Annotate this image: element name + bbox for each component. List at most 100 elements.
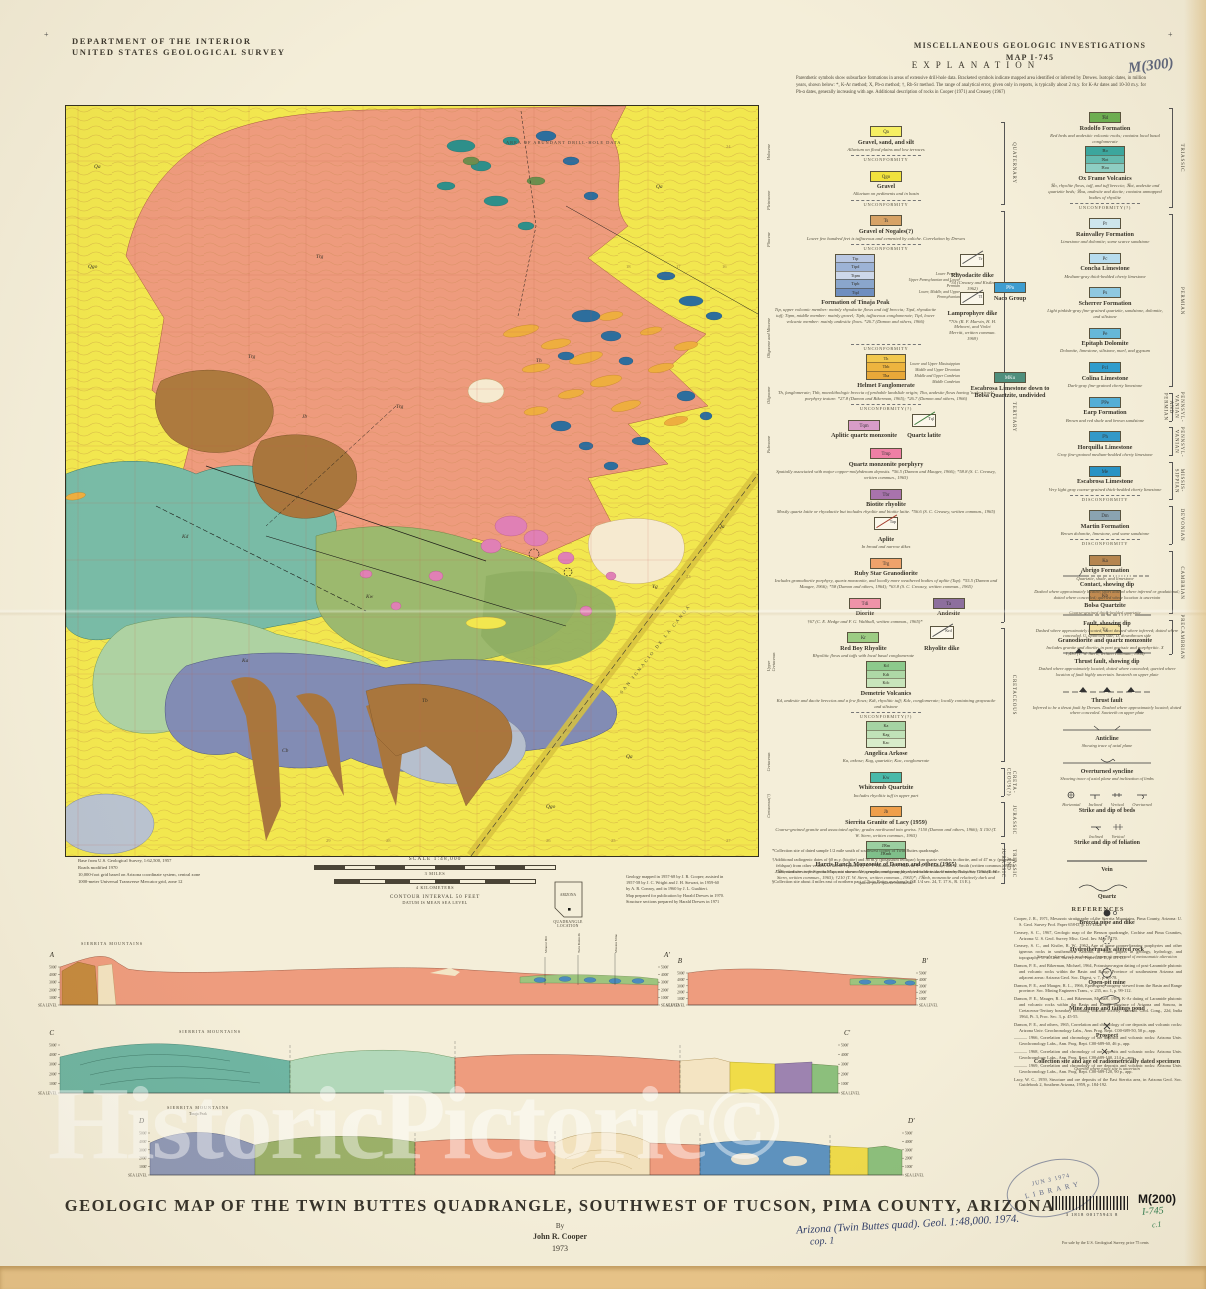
section-number: 27 [726, 838, 731, 843]
scale-bar-km [334, 879, 536, 884]
svg-text:2000': 2000' [49, 988, 57, 992]
legend-color-box: ℙh [1088, 431, 1121, 443]
legend-cell: Jℜm Jℜmb Harris Ranch Monzonite of Damon a… [774, 840, 998, 887]
svg-text:SEA LEVEL: SEA LEVEL [38, 1092, 57, 1096]
svg-text:Tinaja Peak: Tinaja Peak [189, 1112, 207, 1116]
symbol-description: Showing trace of axial plane [1081, 743, 1133, 749]
price-note: For sale by the U.S. Geological Survey, … [1062, 1240, 1149, 1245]
svg-text:1000': 1000' [49, 996, 57, 1000]
symbol-description: Showing trace of axial plane and inclina… [1060, 776, 1154, 782]
map-symbols-legend: Contact, showing dip Dashed where approxi… [1032, 568, 1182, 1078]
agency-line2: UNITED STATES GEOLOGICAL SURVEY [72, 47, 286, 58]
legend-cell: Tmp Quartz monzonite porphyry Spatially as… [774, 442, 998, 480]
map-symbol-entry: Mine dump and tailings pond [1032, 992, 1182, 1013]
legend-cell: Tr Rhyodacite dike *34 (Creasey and Kistle… [947, 250, 998, 342]
legend-unit: Jℜm Jℜmb Harris Ranch Monzonite of Damon a… [774, 840, 998, 887]
publication-year: 1973 [552, 1244, 568, 1253]
unit-description: Ttp, upper volcanic member: mainly rhyod… [774, 307, 937, 324]
unconformity-label: UNCONFORMITY(?) [774, 404, 998, 411]
unconformity-label: UNCONFORMITY [774, 244, 998, 251]
legend-cell: Trg Ruby Star Granodiorite Includes granod… [774, 552, 998, 590]
geology-credit-line: Structure sections prepared by Harald Dr… [626, 898, 720, 904]
cream-patch-2 [467, 378, 505, 404]
map-symbol-entry: Prospect [1032, 1019, 1182, 1040]
variant-caption: Vertical [1110, 801, 1124, 807]
symbol-name: Prospect [1095, 1032, 1119, 1039]
legend-color-box: Kw [870, 771, 902, 783]
subsurface-era-labels: Lower and Upper Mississippian Middle and … [898, 362, 960, 385]
unit-name: Ruby Star Granodiorite [854, 570, 918, 578]
symbol-name: Strike and dip of beds [1078, 807, 1136, 814]
legend-era-group: PENNSYL-VANIAN ℙh Horquilla Limestone Gray … [1044, 425, 1184, 458]
legend-cell: Kr Red Boy Rhyolite Rhyolitic flows and tu… [813, 626, 914, 659]
svg-text:SEA LEVEL: SEA LEVEL [128, 1174, 147, 1178]
legend-stack-strip: ℜot [1086, 154, 1124, 164]
variant-caption: Vertical [1111, 834, 1125, 840]
legend-color-box: Qa [869, 126, 902, 137]
section-a [59, 953, 659, 1006]
legend-stack-strip: Thb [867, 362, 905, 371]
legend-cell: ℜo ℜot ℜoa Ox Frame Volcanics ℜo, rhyolite f… [1044, 146, 1166, 200]
agency-header: DEPARTMENT OF THE INTERIOR UNITED STATES… [72, 36, 286, 59]
svg-text:A': A' [663, 951, 670, 959]
m200-code: M(200) [1138, 1192, 1177, 1206]
reference-entry: Damon, P. E., and Bikerman, Michael, 196… [1014, 963, 1182, 980]
svg-text:3000': 3000' [49, 981, 57, 985]
map-symbol-entry: Thrust fault, showing dip Dashed where ap… [1032, 645, 1182, 678]
map-unit-label: Qa [718, 524, 725, 530]
anticline-symbol-icon [1063, 725, 1151, 731]
open-pit-symbols [528, 548, 573, 577]
brown-finger-2 [296, 693, 344, 796]
unit-name: Diorite [807, 611, 922, 618]
legend-color-box: Jb [870, 806, 902, 818]
legend-unit: Jb Sierrita Granite of Lacy (1959) Coarse-… [774, 800, 998, 838]
era-bracket [1001, 122, 1005, 205]
section-hairline-label: Mission Mine [614, 934, 618, 953]
legend-stack-strip: Kd [867, 662, 905, 670]
era-bracket [1169, 620, 1173, 655]
unit-name: Naco Group [993, 294, 1027, 302]
symbol-name: Anticline [1095, 736, 1119, 743]
svg-text:SEA LEVEL: SEA LEVEL [905, 1174, 924, 1178]
strike-o-symbol-icon [1137, 794, 1148, 800]
era-label: TERTIARY [1011, 401, 1016, 433]
unit-description: Lower few hundred feet is tuffaceous and… [806, 235, 966, 241]
legend-color-box: Ts [869, 215, 902, 227]
svg-text:SIERRITA MOUNTAINS: SIERRITA MOUNTAINS [167, 1105, 229, 1110]
era-bracket [1169, 108, 1173, 208]
svg-text:3000': 3000' [677, 984, 685, 988]
svg-text:SEA LEVEL: SEA LEVEL [661, 1004, 680, 1008]
svg-text:3000': 3000' [919, 984, 927, 988]
legend-unit: Paleocene Tqm Aplitic quartz monzonite Tql Q… [766, 411, 998, 453]
register-mark: + [44, 30, 49, 39]
symbol-name: Contact, showing dip [1079, 582, 1135, 588]
fault-symbol-icon [1063, 610, 1151, 615]
era-label: CRETACEOUS [1011, 674, 1016, 716]
explanation-intro: Parenthetic symbols show subsurface form… [796, 76, 1146, 95]
legend-era-group: TERTIARY Pliocene Ts Gravel of Nogales(?) Lo… [766, 209, 1016, 624]
arizona-outline-icon: ARIZONA [554, 881, 583, 918]
legend-unit: Upper Cretaceous Kr Red Boy Rhyolite Rhyoli… [766, 623, 998, 671]
unit-description: Mostly quartz latite or rhyodacite but i… [776, 509, 996, 515]
legend-unit: Tmp Quartz monzonite porphyry Spatially as… [774, 442, 998, 480]
legend-cell: Pr Rainvalley Formation Limestone and dolo… [1061, 212, 1149, 245]
era-bracket [1169, 550, 1173, 615]
legend-era-group: CRETACEOUS Upper Cretaceous Kr Red Boy Rhyo… [766, 623, 1016, 771]
era-bracket [1001, 802, 1005, 837]
unit-name: Aplitic quartz monzonite [831, 432, 898, 440]
handwritten-catalog-note2: cop. 1 [809, 1235, 835, 1248]
map-symbol-entry: Thrust fault Inferred to be a thrust faul… [1032, 684, 1182, 717]
legend-color-box: Ta [932, 597, 965, 609]
legend-stack-strip: Ttpd [836, 262, 875, 271]
legend-cell: Me Escabrosa Limestone Very light gray coa… [1049, 460, 1161, 493]
legend-color-box: Pe [1089, 327, 1121, 339]
brown-paleozoic-1 [155, 369, 274, 453]
legend-unit: Cretaceous Ka Kag Kac Angelica Arkose Ka, ark… [766, 721, 998, 771]
legend-era-group: CAMBRIAN Ka Abrigo Formation Quartzite, sha… [1044, 549, 1184, 616]
legend-stack-strip: Ttp [836, 254, 875, 263]
legend-stack-strip: Ttpl [836, 287, 875, 297]
unit-description: Ka, arkose; Kag, quartzite; Kac, conglom… [842, 758, 930, 764]
structure-sections: A A' SIERRITA MOUNTAINS 5000' 5000' 4000' 4000… [38, 933, 938, 1178]
svg-text:3000': 3000' [661, 981, 669, 985]
unit-description: In broad and narrow dikes [861, 543, 911, 549]
